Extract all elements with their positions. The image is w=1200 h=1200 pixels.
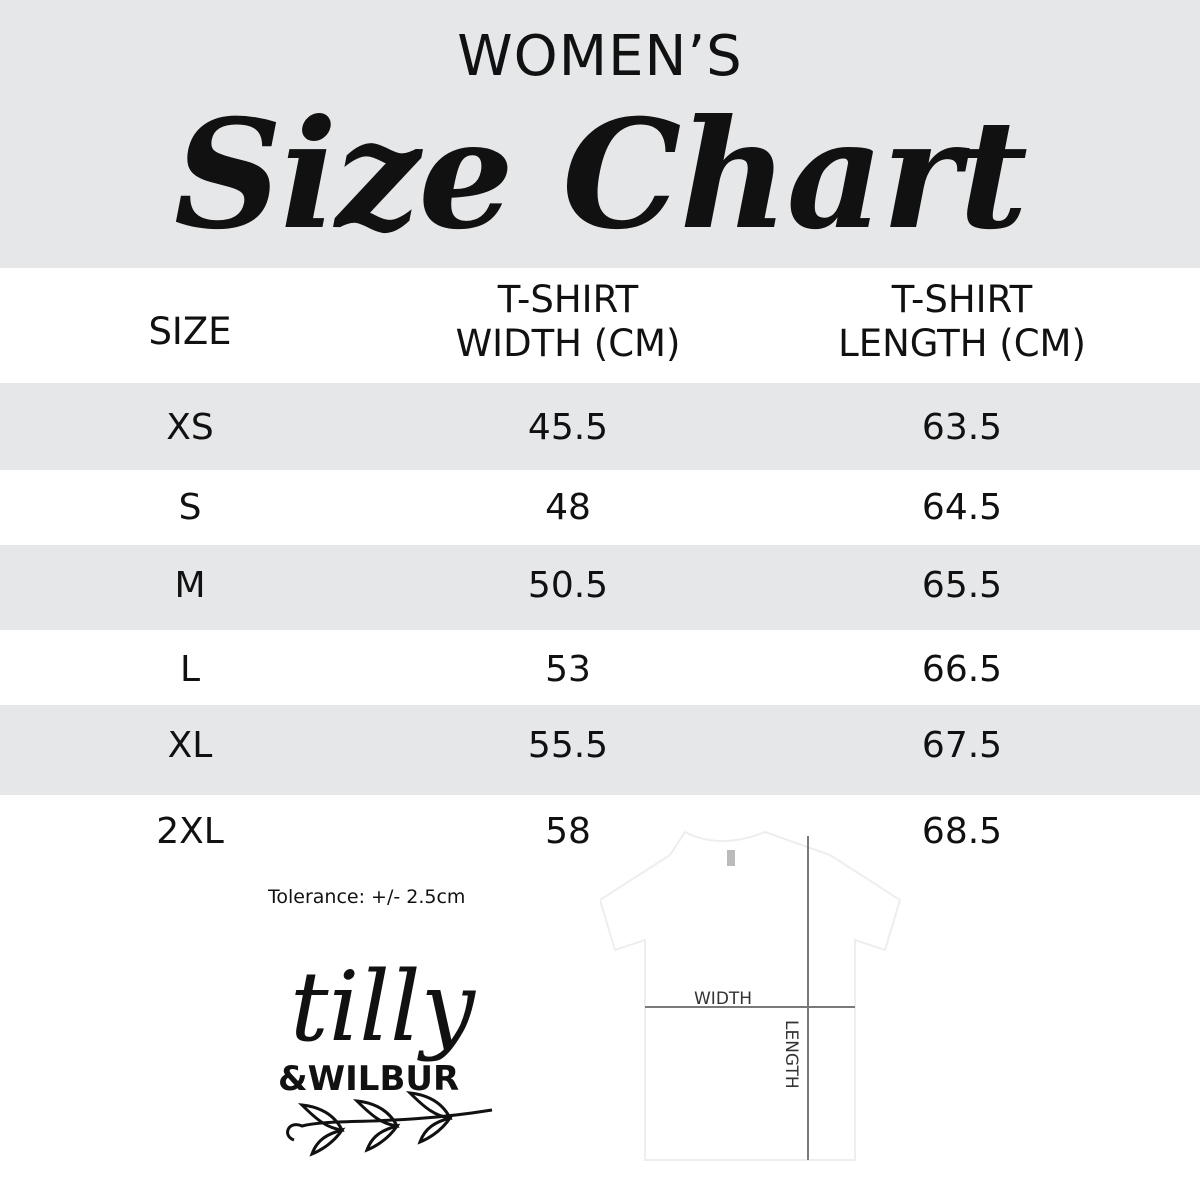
- tshirt-shape: [600, 830, 902, 1161]
- header-line: T-SHIRT: [497, 278, 639, 321]
- cell-length: 66.5: [921, 649, 1003, 690]
- cell-width: 45.5: [527, 407, 609, 448]
- tshirt-tag: [727, 850, 735, 866]
- page-title: Size Chart: [173, 87, 1028, 263]
- subtitle: WOMEN’S: [457, 24, 743, 89]
- cell-width: 58: [545, 811, 591, 852]
- cell-length: 63.5: [921, 407, 1003, 448]
- leaf-branch-icon: [286, 1091, 493, 1157]
- header-line: LENGTH (CM): [838, 322, 1086, 365]
- tolerance-note: Tolerance: +/- 2.5cm: [268, 886, 466, 908]
- header-line: WIDTH (CM): [455, 322, 681, 365]
- cell-size: XS: [166, 407, 214, 448]
- tshirt-diagram: WIDTH LENGTH: [600, 830, 902, 1161]
- cell-size: M: [174, 565, 206, 606]
- cell-length: 67.5: [921, 725, 1003, 766]
- header-band: [0, 0, 1200, 268]
- header-line: SIZE: [148, 310, 232, 353]
- cell-length: 64.5: [921, 487, 1003, 528]
- logo-line2: &WILBUR: [278, 1059, 459, 1099]
- header-line: T-SHIRT: [891, 278, 1033, 321]
- logo-line1: tilly: [290, 951, 477, 1063]
- cell-size: XL: [167, 725, 213, 766]
- column-header-size: SIZE: [148, 310, 231, 354]
- row-band-xl: [0, 705, 1200, 795]
- column-header-width: T-SHIRT WIDTH (CM): [456, 278, 681, 366]
- cell-width: 53: [545, 649, 591, 690]
- row-band-m: [0, 545, 1200, 630]
- cell-size: 2XL: [156, 811, 224, 852]
- cell-width: 55.5: [527, 725, 609, 766]
- cell-length: 65.5: [921, 565, 1003, 606]
- tilly-wilbur-logo: tilly &WILBUR: [278, 951, 493, 1157]
- cell-size: L: [179, 649, 201, 690]
- row-band-xs: [0, 383, 1200, 470]
- cell-width: 50.5: [527, 565, 609, 606]
- cell-width: 48: [545, 487, 591, 528]
- column-header-length: T-SHIRT LENGTH (CM): [838, 278, 1086, 366]
- length-label: LENGTH: [781, 1020, 801, 1089]
- width-label: WIDTH: [694, 989, 752, 1009]
- cell-length: 68.5: [921, 811, 1003, 852]
- cell-size: S: [178, 487, 202, 528]
